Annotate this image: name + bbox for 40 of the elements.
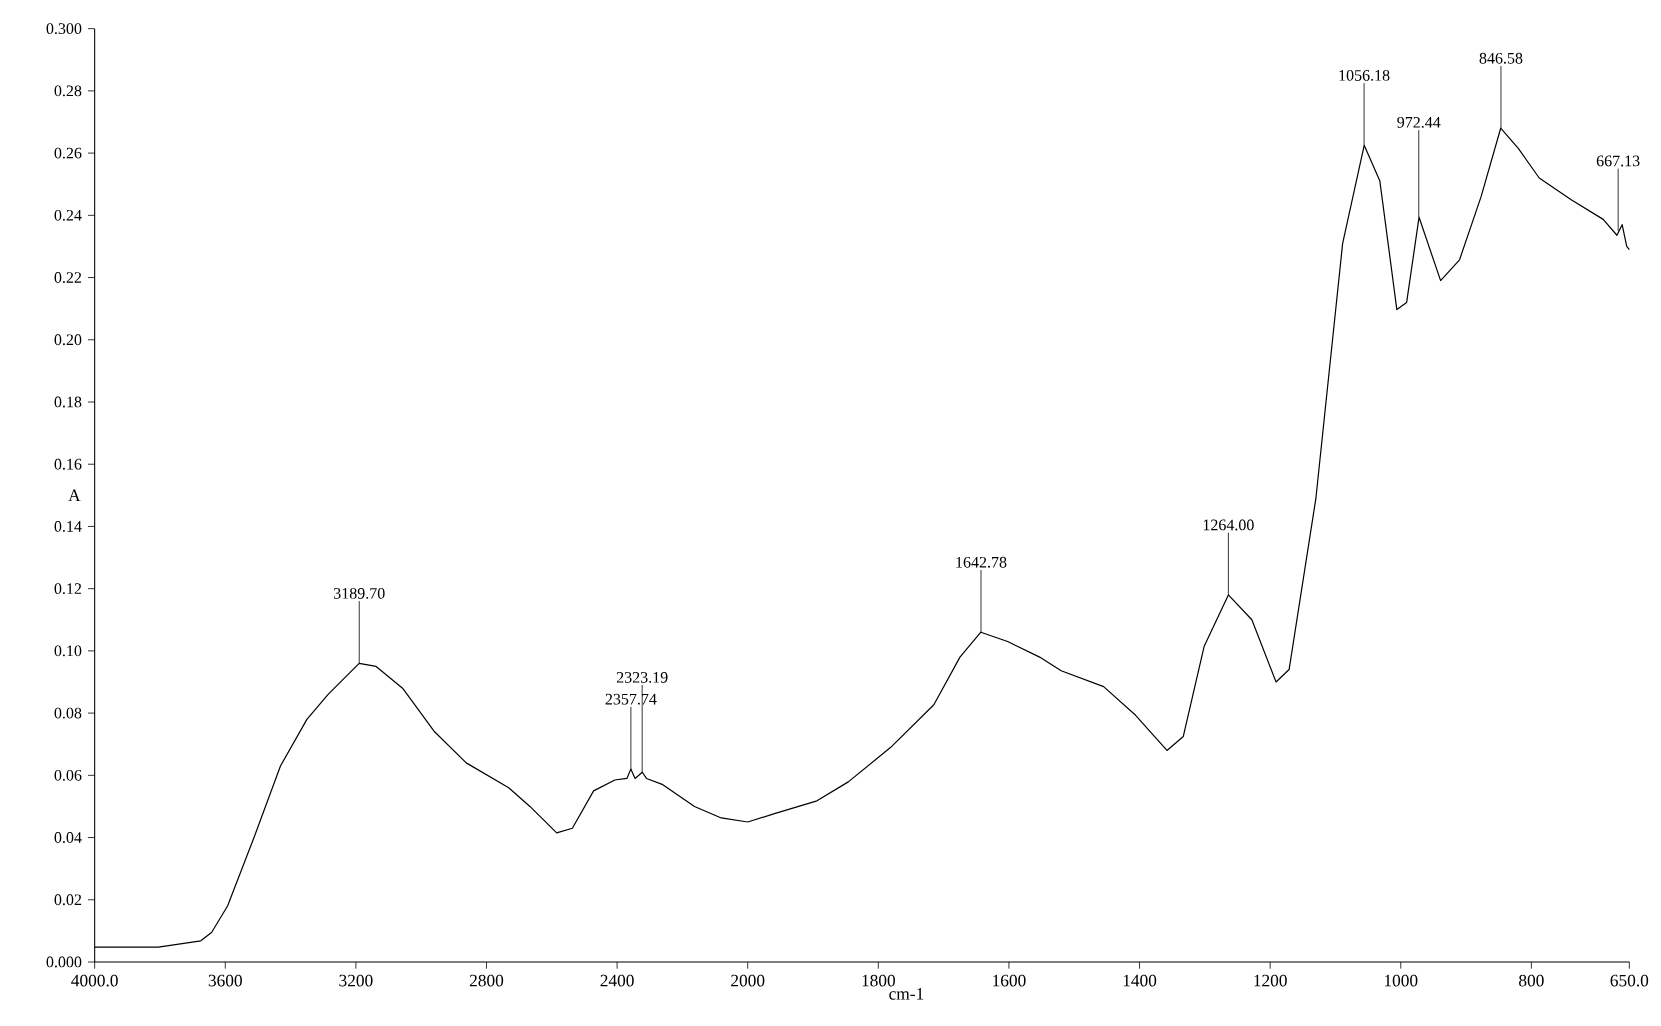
annotation: 667.13 bbox=[1596, 155, 1640, 167]
x-tick-label: 1800 bbox=[862, 974, 895, 987]
x-tick-label: 1000 bbox=[1384, 974, 1418, 987]
y-axis-title: A bbox=[68, 489, 81, 502]
annotation: 3189.70 bbox=[334, 587, 385, 599]
x-tick-label: 2800 bbox=[469, 974, 504, 987]
x-tick-label: 1200 bbox=[1254, 974, 1287, 987]
y-tick-label: 0.18 bbox=[54, 396, 82, 408]
annotation: 1264.00 bbox=[1203, 519, 1254, 531]
annotation: 2357.74 bbox=[605, 693, 657, 705]
x-tick-label: 1600 bbox=[993, 974, 1026, 987]
y-tick-label: 0.22 bbox=[54, 272, 82, 283]
y-tick-label: 0.02 bbox=[54, 894, 82, 906]
y-tick-label: 0.16 bbox=[54, 458, 82, 470]
x-tick-label: 800 bbox=[1519, 974, 1544, 987]
x-tick-label: 3200 bbox=[339, 974, 373, 987]
annotation: 972.44 bbox=[1397, 116, 1441, 128]
y-tick-label: 0.08 bbox=[54, 707, 82, 719]
y-tick-label: 0.06 bbox=[54, 769, 82, 781]
annotation: 2323.19 bbox=[616, 672, 668, 683]
y-tick-label: 0.14 bbox=[54, 521, 82, 532]
annotation: 1056.18 bbox=[1339, 69, 1390, 81]
y-tick-label: 0.24 bbox=[54, 209, 82, 221]
y-tick-label: 0.04 bbox=[54, 832, 82, 843]
x-axis-title: cm-1 bbox=[889, 988, 924, 1000]
x-tick-label: 650.0 bbox=[1610, 974, 1649, 987]
annotation: 846.58 bbox=[1479, 52, 1523, 64]
y-tick-label: 0.28 bbox=[54, 85, 82, 97]
x-tick-label: 1400 bbox=[1123, 974, 1157, 987]
y-tick-label: 0.300 bbox=[46, 23, 82, 35]
x-tick-label: 2400 bbox=[600, 974, 634, 987]
x-tick-label: 2000 bbox=[731, 974, 765, 987]
y-tick-label: 0.10 bbox=[54, 645, 82, 657]
y-tick-label: 0.000 bbox=[46, 956, 82, 968]
y-tick-label: 0.12 bbox=[54, 583, 82, 595]
annotation: 1642.78 bbox=[956, 556, 1007, 568]
x-tick-label: 4000.0 bbox=[71, 974, 118, 987]
y-tick-label: 0.26 bbox=[54, 147, 82, 159]
y-tick-label: 0.20 bbox=[54, 334, 82, 346]
x-tick-label: 3600 bbox=[208, 974, 242, 987]
